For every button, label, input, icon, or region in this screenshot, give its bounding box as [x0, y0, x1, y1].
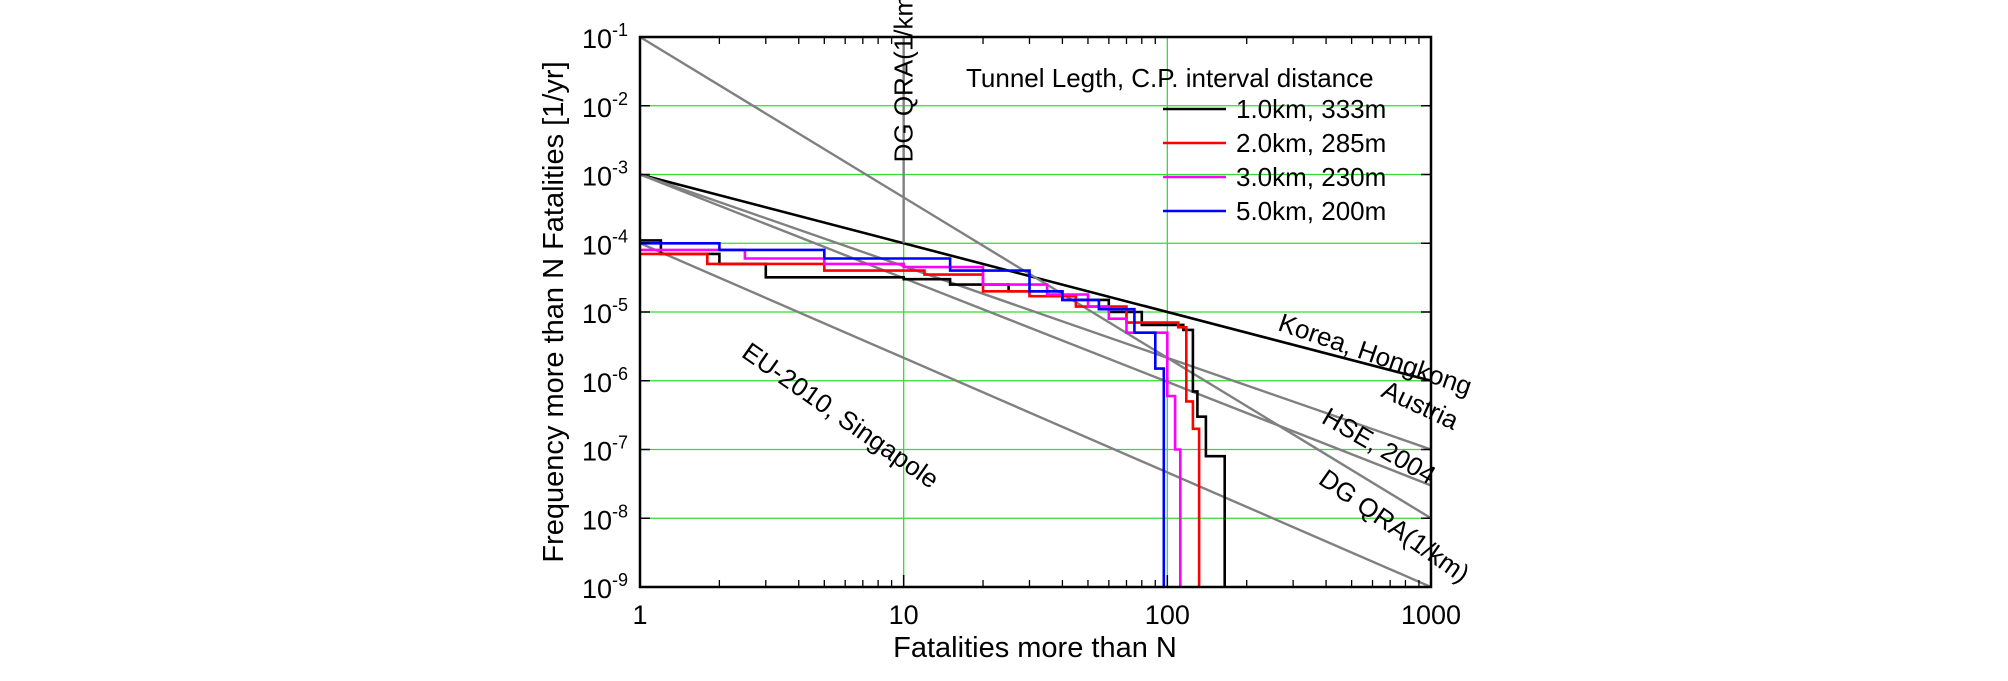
x-tick-labels: 1 10 100 1000: [632, 37, 1461, 630]
legend-label: 3.0km, 230m: [1236, 162, 1386, 192]
y-tick-labels: 10-1 10-2 10-3 10-4 10-5 10-6 10-7 10-8 10-9: [582, 20, 1431, 604]
criteria-label: Korea, Hongkong: [1275, 307, 1476, 401]
y-tick-label: 10-6: [582, 364, 628, 398]
criteria-line: [640, 173, 1431, 487]
criteria-line: [640, 242, 1431, 587]
criteria-line: [640, 37, 1431, 520]
legend-title: Tunnel Legth, C.P. interval distance: [966, 63, 1374, 93]
y-tick-label: 10-4: [582, 226, 628, 260]
y-tick-label: 10-5: [582, 295, 628, 329]
criteria-label: DG QRA(1/km): [1314, 463, 1476, 589]
series-line: [640, 242, 1166, 587]
y-axis-label: Frequency more than N Fatalities [1/yr]: [538, 61, 570, 562]
criteria-label: EU-2010, Singapole: [737, 336, 945, 494]
y-tick-label: 10-7: [582, 433, 628, 467]
x-tick-label: 1: [632, 600, 647, 630]
criteria-line: [640, 173, 1431, 451]
series-line: [640, 252, 1201, 587]
y-tick-label: 10-1: [582, 20, 628, 54]
x-tick-label: 1000: [1401, 600, 1461, 630]
x-axis-label: Fatalities more than N: [893, 632, 1177, 664]
y-tick-label: 10-9: [582, 570, 628, 604]
legend-label: 2.0km, 285m: [1236, 128, 1386, 158]
series-line: [640, 239, 1226, 587]
x-tick-label: 100: [1145, 600, 1190, 630]
x-tick-label: 10: [889, 600, 919, 630]
legend-label: 1.0km, 333m: [1236, 94, 1386, 124]
y-tick-label: 10-8: [582, 501, 628, 535]
legend: Tunnel Legth, C.P. interval distance 1.0…: [966, 63, 1386, 226]
legend-label: 5.0km, 200m: [1236, 196, 1386, 226]
y-tick-label: 10-2: [582, 89, 628, 123]
series-line: [640, 248, 1182, 587]
criteria-lines: [640, 37, 1431, 587]
fn-curves: [640, 239, 1226, 587]
criteria-label: DG QRA(1/km): [888, 0, 918, 162]
y-tick-label: 10-3: [582, 158, 628, 192]
